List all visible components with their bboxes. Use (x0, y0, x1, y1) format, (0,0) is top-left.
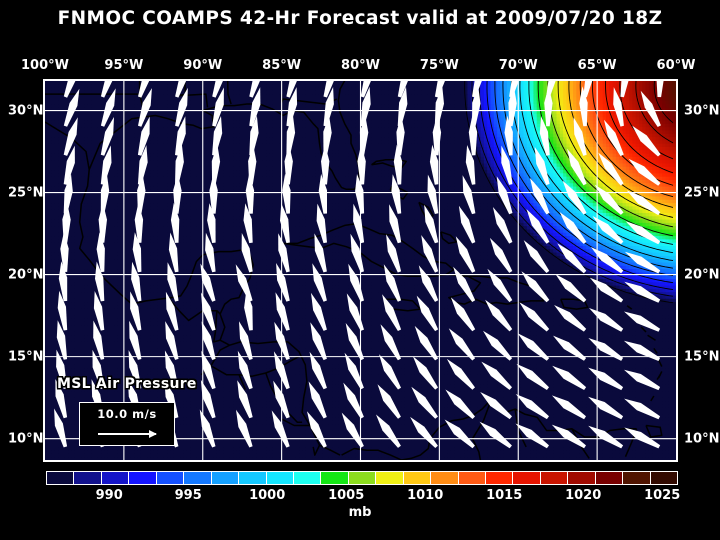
lat-tick-label: 20°N (684, 267, 719, 282)
colorbar-tick-label: 1005 (328, 488, 364, 503)
wind-scale-value: 10.0 m/s (80, 407, 174, 421)
colorbar-tick-label: 1010 (407, 488, 443, 503)
colorbar-tick-label: 990 (96, 488, 123, 503)
colorbar-segment (595, 472, 624, 484)
colorbar-segment (540, 472, 569, 484)
lon-tick-label: 65°W (578, 58, 617, 73)
lon-tick-label: 80°W (341, 58, 380, 73)
colorbar-segment (568, 472, 596, 484)
lat-tick-label: 30°N (8, 103, 43, 118)
lat-tick-label: 25°N (684, 185, 719, 200)
colorbar-segment (348, 472, 377, 484)
wind-vectors (54, 81, 664, 449)
arrow-right-icon (98, 430, 157, 438)
map-panel[interactable] (43, 79, 678, 462)
lon-tick-label: 70°W (499, 58, 538, 73)
colorbar-unit-label: mb (0, 505, 720, 520)
colorbar-tick-label: 1000 (249, 488, 285, 503)
lat-tick-label: 10°N (684, 431, 719, 446)
colorbar-tick-label: 1025 (644, 488, 680, 503)
lon-tick-label: 85°W (262, 58, 301, 73)
colorbar-segment (156, 472, 185, 484)
lon-tick-label: 60°W (657, 58, 696, 73)
colorbar-tick-label: 1015 (486, 488, 522, 503)
colorbar-segment (211, 472, 240, 484)
colorbar-segment (376, 472, 404, 484)
colorbar-segment (431, 472, 459, 484)
colorbar-segment (513, 472, 541, 484)
colorbar-segment (623, 472, 651, 484)
colorbar-segment (266, 472, 294, 484)
colorbar-segment (74, 472, 102, 484)
lon-tick-label: 100°W (21, 58, 69, 73)
map-canvas (45, 81, 676, 460)
figure-title: FNMOC COAMPS 42-Hr Forecast valid at 200… (0, 8, 720, 29)
colorbar-segment (129, 472, 157, 484)
field-label: MSL Air Pressure (57, 376, 197, 392)
colorbar-segment (321, 472, 349, 484)
lat-tick-label: 10°N (8, 431, 43, 446)
lat-tick-label: 25°N (8, 185, 43, 200)
lon-tick-label: 90°W (183, 58, 222, 73)
lat-tick-label: 15°N (8, 349, 43, 364)
lat-tick-label: 30°N (684, 103, 719, 118)
colorbar-segment (403, 472, 432, 484)
colorbar-tick-label: 995 (175, 488, 202, 503)
colorbar-segment (239, 472, 267, 484)
lon-tick-label: 75°W (420, 58, 459, 73)
wind-scale-key: 10.0 m/s (79, 402, 175, 446)
colorbar-segment (486, 472, 514, 484)
colorbar (46, 471, 678, 485)
colorbar-segment (293, 472, 322, 484)
colorbar-segment (458, 472, 486, 484)
colorbar-segment (184, 472, 212, 484)
lat-tick-label: 20°N (8, 267, 43, 282)
lat-tick-label: 15°N (684, 349, 719, 364)
colorbar-segment (47, 472, 75, 484)
colorbar-tick-label: 1020 (565, 488, 601, 503)
colorbar-segment (101, 472, 130, 484)
colorbar-segment (650, 472, 678, 484)
lon-tick-label: 95°W (104, 58, 143, 73)
